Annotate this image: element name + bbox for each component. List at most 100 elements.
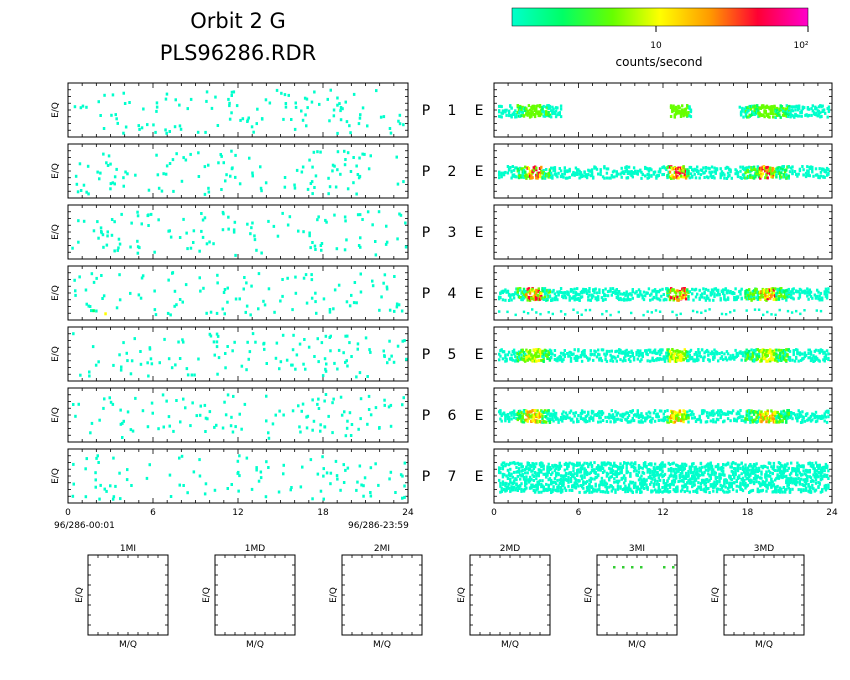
data-pixel: [230, 111, 233, 115]
data-pixel: [782, 351, 785, 355]
data-pixel: [774, 112, 777, 116]
data-pixel: [342, 481, 346, 484]
data-pixel: [599, 420, 602, 424]
data-pixel: [317, 360, 320, 364]
data-pixel: [216, 281, 219, 285]
data-pixel: [605, 359, 609, 363]
data-pixel: [590, 352, 594, 356]
data-pixel: [557, 293, 560, 297]
data-pixel: [766, 412, 769, 415]
data-pixel: [545, 174, 548, 178]
data-pixel: [343, 149, 346, 153]
data-pixel: [559, 416, 563, 419]
data-pixel: [369, 466, 373, 470]
data-pixel: [783, 350, 787, 354]
data-pixel: [821, 298, 824, 302]
data-pixel: [720, 351, 724, 355]
data-pixel: [165, 399, 168, 403]
data-pixel: [710, 352, 714, 356]
data-pixel: [512, 416, 516, 420]
data-pixel: [657, 358, 660, 362]
data-pixel: [688, 176, 691, 180]
data-pixel: [532, 413, 535, 417]
data-pixel: [117, 237, 121, 241]
data-pixel: [535, 168, 538, 172]
data-pixel: [339, 488, 342, 492]
data-pixel: [526, 410, 529, 414]
data-pixel: [374, 240, 377, 243]
data-pixel: [800, 111, 803, 115]
data-pixel: [755, 296, 758, 300]
data-pixel: [795, 355, 798, 359]
data-pixel: [331, 163, 335, 167]
data-pixel: [173, 289, 177, 293]
data-pixel: [788, 416, 792, 420]
data-pixel: [676, 295, 679, 299]
data-pixel: [769, 359, 772, 363]
data-pixel: [227, 97, 230, 101]
data-pixel: [605, 176, 609, 180]
data-pixel: [713, 352, 716, 356]
y-axis-label: E/Q: [51, 102, 61, 118]
data-pixel: [528, 172, 532, 176]
data-pixel: [118, 273, 121, 277]
data-pixel: [760, 359, 763, 363]
data-pixel: [118, 471, 121, 475]
data-pixel: [308, 158, 311, 162]
data-pixel: [234, 175, 237, 179]
data-pixel: [344, 100, 347, 104]
data-pixel: [538, 175, 542, 179]
data-pixel: [671, 411, 674, 414]
data-pixel: [642, 298, 646, 302]
data-pixel: [216, 334, 220, 338]
data-pixel: [775, 298, 778, 302]
data-pixel: [785, 107, 788, 111]
data-pixel: [310, 296, 314, 300]
data-pixel: [729, 290, 732, 293]
data-pixel: [733, 417, 736, 421]
data-pixel: [528, 289, 532, 293]
data-pixel: [311, 497, 314, 501]
data-pixel: [524, 170, 527, 174]
data-pixel: [592, 418, 595, 422]
data-pixel: [748, 113, 751, 117]
data-pixel: [624, 354, 627, 358]
data-pixel: [563, 166, 566, 170]
y-axis-label: E/Q: [51, 407, 61, 423]
data-pixel: [588, 169, 591, 173]
data-pixel: [787, 295, 790, 299]
left-panel-frame: [67, 448, 409, 504]
data-pixel: [707, 288, 710, 292]
data-pixel: [314, 174, 318, 178]
data-pixel: [324, 367, 327, 371]
data-pixel: [514, 313, 517, 317]
data-pixel: [658, 298, 662, 302]
data-pixel: [576, 287, 579, 291]
data-pixel: [91, 345, 95, 349]
data-pixel: [519, 351, 522, 355]
data-pixel: [627, 358, 631, 362]
data-pixel: [707, 416, 710, 419]
data-pixel: [583, 352, 586, 356]
data-pixel: [331, 401, 334, 405]
data-pixel: [812, 111, 816, 115]
data-pixel: [134, 173, 137, 177]
data-pixel: [234, 253, 237, 257]
data-pixel: [536, 104, 539, 108]
data-pixel: [282, 413, 285, 417]
data-pixel: [616, 417, 620, 421]
data-pixel: [686, 410, 689, 414]
data-pixel: [126, 468, 129, 472]
data-pixel: [696, 356, 699, 360]
data-pixel: [808, 348, 811, 352]
data-pixel: [677, 350, 680, 354]
data-pixel: [708, 358, 711, 362]
data-pixel: [251, 332, 255, 336]
data-pixel: [538, 412, 542, 416]
data-pixel: [710, 292, 714, 296]
data-pixel: [750, 353, 753, 357]
data-pixel: [756, 167, 759, 171]
data-pixel: [686, 288, 689, 292]
data-pixel: [197, 357, 200, 361]
data-pixel: [792, 291, 795, 295]
